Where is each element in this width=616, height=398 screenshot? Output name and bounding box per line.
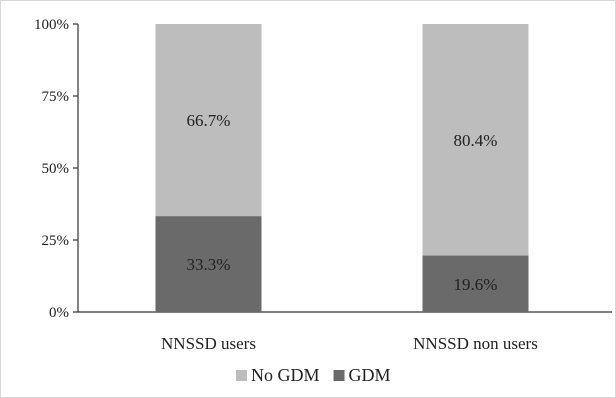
x-category-label: NNSSD non users — [413, 334, 538, 353]
legend-swatch — [236, 370, 247, 381]
legend-label: GDM — [349, 365, 391, 385]
data-label: 33.3% — [187, 255, 231, 274]
bar-no-gdm-1 — [155, 24, 262, 217]
legend: No GDM GDM — [236, 365, 391, 385]
y-tick-label: 75% — [42, 89, 70, 105]
y-tick-label: 50% — [42, 161, 70, 177]
bar-gdm-1 — [155, 216, 262, 312]
y-tick-label: 100% — [34, 17, 69, 33]
y-tick-label: 25% — [42, 233, 70, 249]
legend-label: No GDM — [251, 365, 320, 385]
bars: 33.3% 66.7% 19.6% 80.4% — [155, 24, 529, 312]
x-axis-labels: NNSSD users NNSSD non users — [161, 334, 538, 353]
data-label: 19.6% — [454, 275, 498, 294]
bar-gdm-2 — [422, 255, 529, 312]
x-category-label: NNSSD users — [161, 334, 256, 353]
bar-no-gdm-2 — [422, 24, 529, 256]
data-label: 80.4% — [454, 131, 498, 150]
y-axis-ticks: 0% 25% 50% 75% 100% — [34, 17, 78, 321]
data-label: 66.7% — [187, 111, 231, 130]
y-tick-label: 0% — [49, 305, 69, 321]
legend-swatch — [333, 370, 345, 381]
